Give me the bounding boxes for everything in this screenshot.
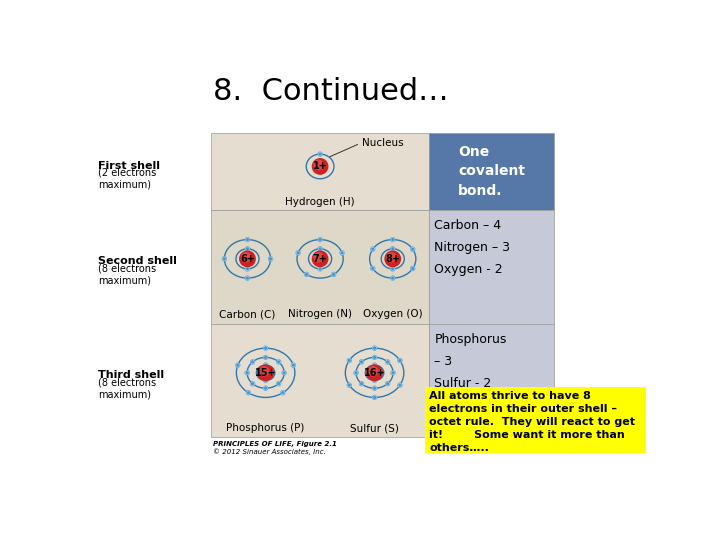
Circle shape (373, 355, 377, 359)
Circle shape (387, 253, 396, 262)
Circle shape (332, 273, 336, 276)
Text: First shell: First shell (98, 161, 160, 171)
Text: All atoms thrive to have 8
electrons in their outer shell –
octet rule.  They wi: All atoms thrive to have 8 electrons in … (429, 390, 635, 453)
Circle shape (246, 276, 249, 280)
Text: Carbon – 4
Nitrogen – 3
Oxygen - 2: Carbon – 4 Nitrogen – 3 Oxygen - 2 (434, 219, 510, 276)
Circle shape (246, 371, 249, 375)
Circle shape (264, 346, 268, 350)
Text: © 2012 Sinauer Associates, Inc.: © 2012 Sinauer Associates, Inc. (212, 448, 325, 455)
Circle shape (367, 365, 382, 381)
Circle shape (276, 360, 281, 364)
Circle shape (264, 363, 268, 367)
Circle shape (305, 273, 308, 276)
Text: 8+: 8+ (385, 254, 400, 264)
Circle shape (373, 363, 377, 367)
Text: 8.  Continued…: 8. Continued… (212, 77, 449, 106)
Circle shape (369, 367, 378, 376)
Circle shape (314, 160, 323, 170)
Circle shape (373, 395, 377, 400)
Text: One
covalent
bond.: One covalent bond. (458, 145, 525, 198)
FancyBboxPatch shape (211, 132, 429, 210)
Circle shape (411, 247, 415, 251)
FancyBboxPatch shape (211, 210, 429, 323)
Circle shape (318, 238, 322, 241)
Text: Sulfur (S): Sulfur (S) (350, 423, 399, 433)
Circle shape (314, 253, 323, 262)
Text: Hydrogen (H): Hydrogen (H) (285, 197, 355, 207)
Circle shape (222, 257, 226, 261)
Circle shape (241, 253, 251, 262)
Text: Phosphorus (P): Phosphorus (P) (226, 423, 305, 433)
Text: 1+: 1+ (312, 161, 328, 171)
Circle shape (398, 383, 402, 387)
Circle shape (282, 371, 286, 375)
Text: (8 electrons
maximum): (8 electrons maximum) (98, 263, 156, 286)
Circle shape (347, 383, 351, 387)
FancyBboxPatch shape (429, 210, 554, 323)
Circle shape (246, 267, 249, 271)
Text: (8 electrons
maximum): (8 electrons maximum) (98, 377, 156, 400)
Circle shape (259, 367, 269, 376)
Circle shape (312, 251, 328, 267)
Circle shape (246, 238, 249, 241)
Circle shape (371, 247, 374, 251)
FancyBboxPatch shape (429, 132, 554, 210)
Circle shape (411, 267, 415, 271)
Circle shape (264, 355, 268, 359)
Circle shape (391, 238, 395, 241)
Circle shape (373, 379, 377, 382)
Circle shape (269, 257, 272, 261)
Circle shape (292, 363, 295, 367)
Circle shape (359, 382, 364, 386)
Text: 7+: 7+ (312, 254, 328, 264)
FancyBboxPatch shape (211, 323, 429, 437)
Circle shape (318, 152, 322, 156)
Circle shape (391, 267, 395, 271)
Circle shape (386, 360, 390, 364)
Circle shape (264, 386, 268, 390)
Circle shape (236, 363, 240, 367)
FancyBboxPatch shape (426, 387, 648, 453)
Text: Phosphorus
– 3
Sulfur - 2: Phosphorus – 3 Sulfur - 2 (434, 333, 507, 390)
Text: Third shell: Third shell (98, 370, 164, 380)
Circle shape (318, 267, 322, 271)
FancyBboxPatch shape (429, 323, 554, 437)
Circle shape (391, 247, 395, 251)
Circle shape (359, 360, 364, 364)
Circle shape (398, 359, 402, 362)
Circle shape (391, 371, 395, 375)
Circle shape (281, 391, 284, 395)
Circle shape (258, 365, 274, 381)
Circle shape (318, 247, 322, 251)
Text: PRINCIPLES OF LIFE, Figure 2.1: PRINCIPLES OF LIFE, Figure 2.1 (212, 441, 336, 447)
Circle shape (246, 391, 251, 395)
Circle shape (391, 276, 395, 280)
Circle shape (373, 386, 377, 390)
Circle shape (276, 382, 281, 386)
Text: Second shell: Second shell (98, 256, 177, 266)
Circle shape (373, 346, 377, 350)
Text: 16+: 16+ (364, 368, 385, 378)
Circle shape (340, 251, 344, 255)
Circle shape (246, 247, 249, 251)
Text: (2 electrons
maximum): (2 electrons maximum) (98, 167, 156, 190)
Circle shape (371, 267, 374, 271)
Circle shape (251, 382, 254, 386)
Circle shape (385, 251, 400, 267)
Text: 15+: 15+ (255, 368, 276, 378)
Text: 6+: 6+ (240, 254, 255, 264)
Circle shape (240, 251, 255, 267)
Circle shape (386, 382, 390, 386)
Circle shape (354, 371, 358, 375)
Circle shape (251, 360, 254, 364)
Text: Carbon (C): Carbon (C) (220, 309, 276, 319)
Text: Oxygen (O): Oxygen (O) (363, 309, 423, 319)
Circle shape (296, 251, 300, 255)
Text: Nitrogen (N): Nitrogen (N) (288, 309, 352, 319)
Text: Nucleus: Nucleus (361, 138, 403, 147)
Circle shape (264, 379, 268, 382)
Circle shape (312, 159, 328, 174)
Circle shape (347, 359, 351, 362)
